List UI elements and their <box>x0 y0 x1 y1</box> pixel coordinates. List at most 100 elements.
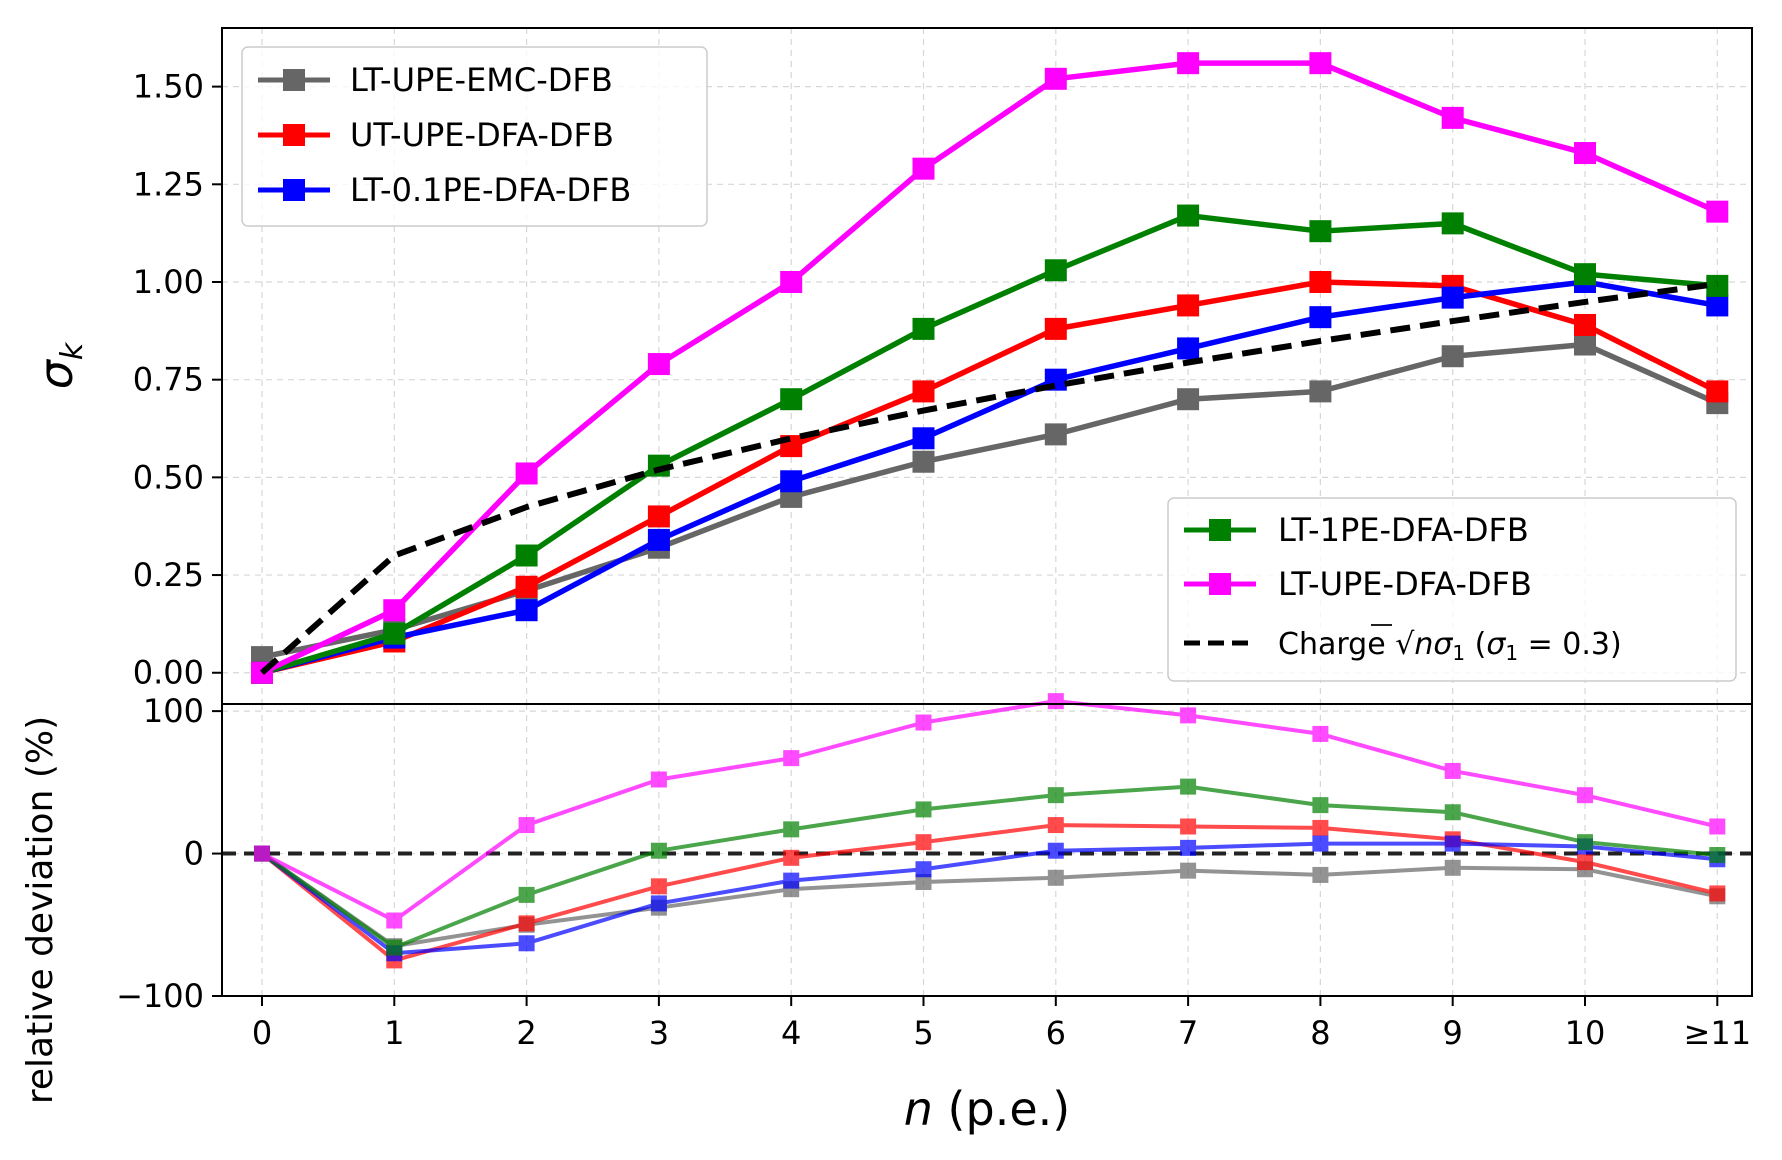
bottom-point-lt-0-1pe-dfa-dfb-2 <box>518 935 535 952</box>
top-point-ut-upe-dfa-dfb-5 <box>912 380 935 403</box>
top-point-lt-1pe-dfa-dfb-2 <box>515 544 538 567</box>
top-point-lt-upe-emc-dfb-9 <box>1441 345 1464 368</box>
top-point-lt-upe-emc-dfb-8 <box>1309 380 1332 403</box>
top-series <box>251 52 1729 684</box>
bottom-point-lt-upe-dfa-dfb-11 <box>1709 818 1726 835</box>
top-point-lt-0-1pe-dfa-dfb-3 <box>647 528 670 551</box>
xtick-label-10: 10 <box>1565 1014 1606 1052</box>
top-ytick-label-0: 0.00 <box>133 654 204 692</box>
top-point-lt-1pe-dfa-dfb-7 <box>1177 204 1200 227</box>
bottom-point-lt-1pe-dfa-dfb-2 <box>518 886 535 903</box>
top-point-lt-upe-dfa-dfb-3 <box>647 353 670 376</box>
top-point-lt-upe-dfa-dfb-5 <box>912 157 935 180</box>
bottom-point-ut-upe-dfa-dfb-4 <box>783 849 800 866</box>
xtick-label-3: 3 <box>649 1014 669 1052</box>
bottom-line-lt-upe-dfa-dfb <box>261 699 1718 923</box>
bottom-point-lt-0-1pe-dfa-dfb-5 <box>915 861 932 878</box>
top-point-lt-0-1pe-dfa-dfb-9 <box>1441 286 1464 309</box>
xtick-label-4: 4 <box>781 1014 801 1052</box>
top-point-lt-1pe-dfa-dfb-6 <box>1044 259 1067 282</box>
bottom-line-lt-1pe-dfa-dfb <box>260 784 1718 950</box>
bottom-point-lt-upe-dfa-dfb-6 <box>1047 693 1064 710</box>
bottom-yticks: −100 0 100 <box>116 692 222 1015</box>
legend-lower-right: LT-1PE-DFA-DFB LT-UPE-DFA-DFB Charge √nσ… <box>1167 497 1737 682</box>
bottom-point-lt-0-1pe-dfa-dfb-8 <box>1312 835 1329 852</box>
top-point-lt-1pe-dfa-dfb-1 <box>383 622 406 645</box>
bottom-point-lt-upe-dfa-dfb-7 <box>1180 707 1197 724</box>
top-point-lt-upe-emc-dfb-7 <box>1177 388 1200 411</box>
bottom-point-ut-upe-dfa-dfb-10 <box>1577 854 1593 871</box>
bottom-point-lt-1pe-dfa-dfb-5 <box>915 801 932 818</box>
top-ytick-label-2: 0.50 <box>133 458 204 496</box>
top-line-charge-n-0-3 <box>260 280 1718 675</box>
bottom-point-lt-1pe-dfa-dfb-7 <box>1180 778 1197 795</box>
charge-label: Charge √nσ1 (σ1 = 0.3) <box>1278 627 1622 665</box>
top-ylabel-sub: k <box>55 341 90 360</box>
svg-text:UT-UPE-DFA-DFB: UT-UPE-DFA-DFB <box>350 116 614 154</box>
top-point-lt-upe-dfa-dfb-1 <box>383 599 406 622</box>
top-ytick-label-5: 1.25 <box>133 165 204 203</box>
bottom-point-lt-upe-dfa-dfb-9 <box>1444 762 1461 779</box>
top-point-lt-1pe-dfa-dfb-5 <box>912 317 935 340</box>
bottom-point-lt-0-1pe-dfa-dfb-6 <box>1047 842 1064 859</box>
bottom-point-ut-upe-dfa-dfb-11 <box>1709 885 1726 902</box>
top-point-lt-0-1pe-dfa-dfb-5 <box>912 427 935 450</box>
bottom-point-ut-upe-dfa-dfb-6 <box>1047 817 1064 834</box>
xtick-label-6: 6 <box>1046 1014 1066 1052</box>
bottom-point-lt-0-1pe-dfa-dfb-3 <box>650 895 667 912</box>
top-ytick-label-6: 1.50 <box>133 68 204 106</box>
xtick-label-0: 0 <box>252 1014 272 1052</box>
bottom-point-lt-upe-dfa-dfb-1 <box>386 912 403 929</box>
bottom-point-lt-upe-dfa-dfb-4 <box>783 750 800 767</box>
top-line-lt-1pe-dfa-dfb <box>261 212 1718 676</box>
top-point-lt-0-1pe-dfa-dfb-4 <box>780 470 803 493</box>
bottom-ytick-label-2: 100 <box>143 692 204 730</box>
top-point-lt-upe-dfa-dfb-9 <box>1441 106 1464 129</box>
top-point-lt-upe-dfa-dfb-4 <box>780 270 803 293</box>
xtick-label-9: 9 <box>1443 1014 1463 1052</box>
bottom-point-lt-upe-dfa-dfb-10 <box>1577 787 1593 804</box>
top-point-lt-upe-dfa-dfb-6 <box>1044 67 1067 90</box>
top-point-lt-upe-dfa-dfb-10 <box>1574 142 1596 165</box>
bottom-line-lt-upe-emc-dfb <box>260 851 1718 949</box>
top-point-lt-1pe-dfa-dfb-11 <box>1706 274 1729 297</box>
bottom-point-lt-upe-dfa-dfb-3 <box>650 771 667 788</box>
bottom-ylabel: relative deviation (%) <box>20 716 61 1104</box>
legend-entry-lt-upe-emc-dfb: LT-UPE-EMC-DFB <box>258 61 613 99</box>
top-point-lt-1pe-dfa-dfb-10 <box>1574 263 1596 286</box>
bottom-ytick-label-0: −100 <box>116 977 204 1015</box>
top-point-lt-upe-dfa-dfb-8 <box>1309 52 1332 75</box>
top-point-lt-1pe-dfa-dfb-4 <box>780 388 803 411</box>
top-line-lt-0-1pe-dfa-dfb <box>261 279 1718 676</box>
bottom-point-lt-upe-dfa-dfb-2 <box>518 817 535 834</box>
bottom-point-lt-upe-emc-dfb-7 <box>1180 862 1197 879</box>
legend-entry-ut-upe-dfa-dfb: UT-UPE-DFA-DFB <box>258 116 614 154</box>
bottom-point-lt-upe-emc-dfb-5 <box>915 874 932 891</box>
bottom-point-lt-1pe-dfa-dfb-3 <box>650 842 667 859</box>
top-point-lt-0-1pe-dfa-dfb-7 <box>1177 337 1200 360</box>
top-series-lt-upe-dfa-dfb <box>251 52 1729 684</box>
xtick-label-11: ≥11 <box>1684 1014 1752 1052</box>
bottom-point-lt-1pe-dfa-dfb-8 <box>1312 797 1329 814</box>
top-point-lt-upe-dfa-dfb-7 <box>1177 52 1200 75</box>
legend-entry-lt-0.1pe-dfa-dfb: LT-0.1PE-DFA-DFB <box>258 171 631 209</box>
svg-text:σk: σk <box>29 341 90 389</box>
bottom-point-lt-upe-dfa-dfb-5 <box>915 714 932 731</box>
xtick-label-5: 5 <box>913 1014 933 1052</box>
xtick-label-1: 1 <box>384 1014 404 1052</box>
bottom-point-lt-upe-emc-dfb-9 <box>1444 859 1461 876</box>
top-point-lt-0-1pe-dfa-dfb-11 <box>1706 294 1729 317</box>
top-point-lt-0-1pe-dfa-dfb-2 <box>515 599 538 622</box>
top-point-ut-upe-dfa-dfb-8 <box>1309 270 1332 293</box>
bottom-line-lt-0-1pe-dfa-dfb <box>260 841 1718 956</box>
bottom-point-lt-0-1pe-dfa-dfb-9 <box>1444 835 1461 852</box>
top-point-ut-upe-dfa-dfb-3 <box>647 505 670 528</box>
bottom-point-ut-upe-dfa-dfb-2 <box>518 915 535 932</box>
top-ylabel: σk <box>29 341 90 389</box>
x-ticks: 0 1 2 3 4 5 6 7 8 9 10 ≥11 <box>252 996 1751 1052</box>
svg-text:LT-0.1PE-DFA-DFB: LT-0.1PE-DFA-DFB <box>350 171 631 209</box>
bottom-series-lt-0-1pe-dfa-dfb <box>254 835 1726 962</box>
top-line-lt-upe-dfa-dfb <box>260 60 1719 676</box>
top-point-lt-1pe-dfa-dfb-8 <box>1309 220 1332 243</box>
